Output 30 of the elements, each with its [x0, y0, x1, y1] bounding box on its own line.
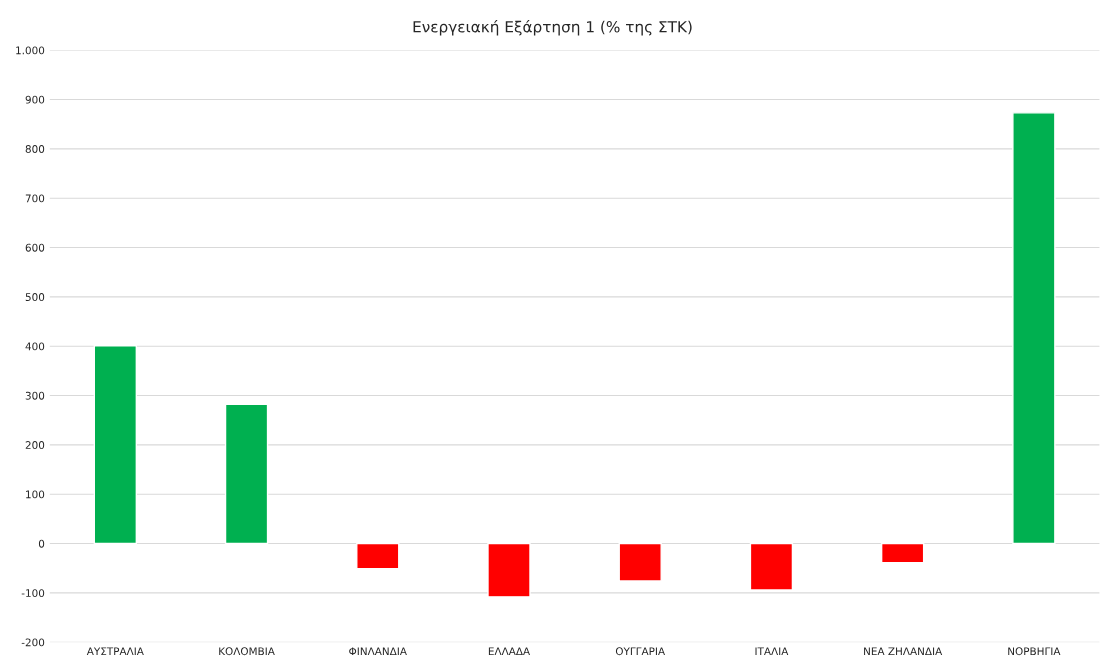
y-tick-label: 700 — [25, 194, 45, 203]
y-tick-label: 500 — [25, 293, 45, 301]
bar — [618, 542, 662, 582]
x-tick-label: ΚΟΛΟΜΒΙΑ — [219, 647, 275, 656]
y-tick-label: 0 — [38, 539, 45, 548]
y-tick-label: -200 — [21, 638, 45, 647]
x-tick-label: ΝΕΑ ΖΗΛΑΝΔΙΑ — [864, 647, 943, 656]
bar — [1012, 112, 1056, 545]
x-tick-label: ΑΥΣΤΡΑΛΙΑ — [86, 647, 144, 656]
y-tick-label: 300 — [25, 391, 45, 400]
y-tick-label: 900 — [25, 95, 45, 104]
bar — [93, 345, 138, 545]
bar — [749, 542, 794, 591]
bar — [224, 403, 269, 545]
y-tick-label: 1.000 — [16, 46, 45, 55]
y-tick-label: 200 — [25, 441, 45, 449]
x-tick-label: ΕΛΛΑΔΑ — [488, 647, 531, 656]
bar — [487, 542, 531, 598]
bar — [880, 542, 925, 564]
x-tick-label: ΟΥΓΓΑΡΙΑ — [615, 647, 666, 656]
y-tick-label: 800 — [25, 145, 45, 153]
chart-title: Ενεργειακή Εξάρτηση 1 (% της ΣΤΚ) — [413, 20, 692, 36]
bar — [356, 542, 400, 570]
y-tick-label: 400 — [25, 342, 45, 351]
y-tick-label: 600 — [25, 243, 45, 252]
x-tick-label: ΙΤΑΛΙΑ — [755, 647, 789, 656]
y-tick-label: 100 — [26, 490, 45, 499]
x-tick-label: ΝΟΡΒΗΓΙΑ — [1008, 647, 1061, 656]
y-tick-label: -100 — [21, 589, 45, 598]
x-tick-label: ΦΙΝΛΑΝΔΙΑ — [349, 647, 407, 656]
